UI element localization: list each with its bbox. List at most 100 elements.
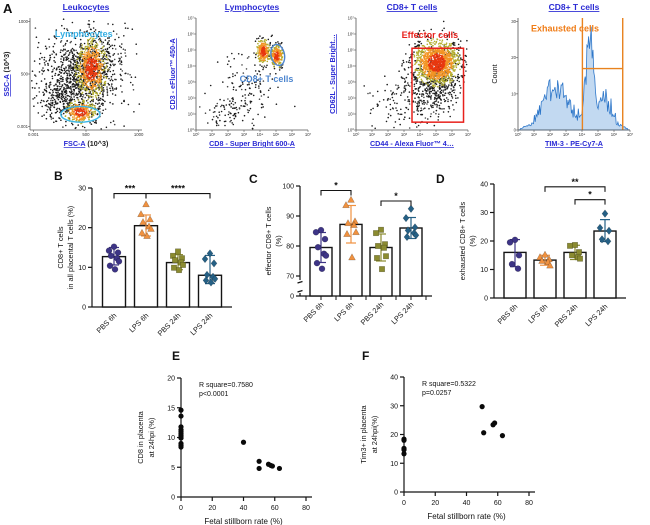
data-point [605,226,613,235]
data-point [412,230,420,240]
group-points [137,200,155,239]
group-points [342,195,360,261]
flow-y-axis-label: Count [490,64,499,83]
data-point [576,249,582,256]
data-point [379,266,385,273]
flow-x-axis-label: FSC-A (10^3) [64,139,109,148]
data-point [546,261,554,269]
data-point [348,253,356,261]
data-point [207,278,215,287]
flow-x-axis-label: CD8 - Super Bright 600-A [209,139,295,148]
flow-y-axis-label: CD3 - eFluor™ 450-A [168,38,177,110]
svg-text:10³: 10³ [563,132,570,137]
bar-chart: 0 70 80 90 100 PBS 6h LPS 6h PBS 24h LPS 24h * * ef… [264,181,432,327]
svg-text:10⁷: 10⁷ [465,132,472,137]
data-point [146,215,154,223]
svg-text:10⁷: 10⁷ [188,16,195,21]
data-point [407,204,415,214]
stats-annotation: p<0.0001 [199,391,228,398]
svg-text:10¹: 10¹ [531,132,538,137]
svg-text:10²: 10² [225,132,232,137]
svg-text:100: 100 [282,184,294,191]
svg-text:10⁴: 10⁴ [187,64,194,69]
significance-label: * [394,191,398,201]
data-point [577,255,583,262]
svg-text:10²: 10² [348,96,355,101]
flow-title: CD8+ T cells [387,2,438,12]
y-axis-label: CD8 in placenta [136,410,145,463]
svg-text:10⁰: 10⁰ [193,132,200,137]
y-axis-label: (%) [274,235,283,247]
data-point [572,242,578,248]
svg-text:10⁷: 10⁷ [348,16,355,21]
gate-label: Exhausted cells [531,23,599,33]
y-axis-label: Tim3+ in placenta [359,404,368,463]
svg-text:90: 90 [286,214,294,221]
flow-scatter-points [518,26,630,131]
data-point [506,239,514,246]
data-point [381,244,387,251]
flow-y-axis-label: SSC-A (10^3) [2,51,11,97]
svg-text:10⁴: 10⁴ [347,64,354,69]
flow-axes [195,18,308,131]
data-point [115,258,123,265]
data-point [210,259,218,268]
svg-text:10⁵: 10⁵ [347,48,354,53]
data-point [172,257,178,264]
category-label: PBS 24h [359,300,386,327]
svg-text:10⁰: 10⁰ [187,128,194,133]
svg-text:10³: 10³ [241,132,248,137]
data-point [567,242,573,249]
svg-text:10¹: 10¹ [369,132,376,137]
stats-annotation: p=0.0257 [422,390,451,397]
panel-label-b: B [54,169,63,183]
group-points [312,226,330,273]
data-point [138,228,146,236]
data-point [402,213,410,223]
data-point [143,231,151,239]
data-point [404,226,412,235]
data-point [147,224,155,232]
x-axis-label: Fetal stillborn rate (%) [427,512,506,521]
svg-text:10²: 10² [385,132,392,137]
data-point [201,254,209,264]
flow-axes [517,18,630,131]
svg-text:80: 80 [286,244,294,251]
y-axis-label: at 24hpi (%) [147,418,156,458]
gate-label: Lymphocytes [55,29,113,39]
x-axis-label: Fetal stillborn rate (%) [204,517,283,525]
svg-text:0: 0 [290,294,294,301]
y-axis-label: at 24hpi(%) [370,416,379,454]
svg-text:70: 70 [286,274,294,281]
svg-text:10¹: 10¹ [209,132,216,137]
data-point [352,228,360,236]
data-point [110,243,118,250]
svg-text:10⁶: 10⁶ [611,132,618,137]
flow-ticks: 0.001 500 1000 0.001 500 1000 [17,19,144,137]
y-axis: 0 70 80 90 100 [282,184,303,301]
data-point [378,226,384,233]
svg-text:10¹: 10¹ [348,112,355,117]
svg-text:30: 30 [480,210,488,217]
svg-text:10⁶: 10⁶ [449,132,456,137]
svg-text:0: 0 [82,305,86,312]
histogram-trace [518,26,630,131]
y-axis-label: exhausted CD8+ T cells [458,201,467,280]
svg-text:10⁴: 10⁴ [417,132,424,137]
significance-bracket [574,199,606,205]
category-label: PBS 6h [496,302,520,326]
svg-text:10⁵: 10⁵ [433,132,440,137]
data-point [342,201,350,209]
group-points [105,243,123,273]
gate-label: CD8+ T cells [240,74,294,84]
data-point [347,195,355,203]
